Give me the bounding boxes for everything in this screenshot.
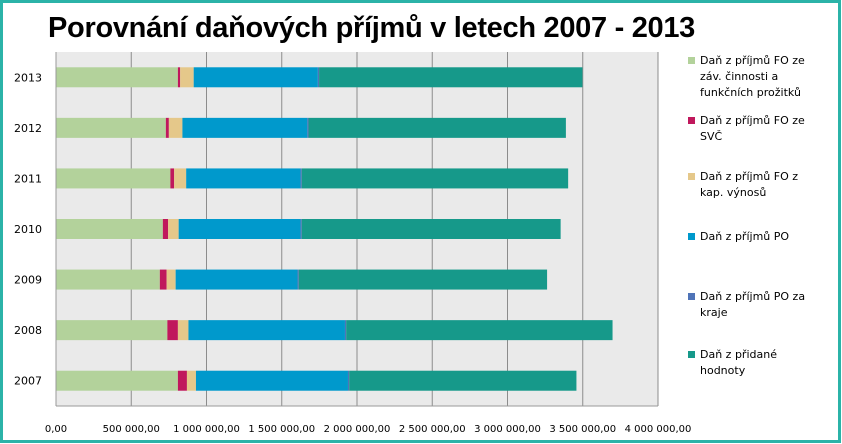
bar-2011-s3 — [186, 168, 301, 189]
bar-2009-s3 — [175, 269, 298, 290]
bar-2013-s4 — [317, 67, 320, 88]
x-tick-label: 2 500 000,00 — [399, 424, 466, 435]
bar-2010-s3 — [178, 219, 301, 239]
bar-2007-s2 — [186, 370, 196, 391]
bar-2011-s1 — [170, 168, 175, 189]
x-tick-label: 1 000 000,00 — [173, 424, 240, 435]
bar-2011-s4 — [300, 168, 302, 189]
bar-2008-s5 — [346, 320, 613, 341]
legend-swatch — [688, 117, 695, 124]
bar-2007-s1 — [177, 370, 187, 391]
bar-2009-s4 — [297, 269, 299, 290]
bar-2008-s2 — [177, 320, 189, 341]
y-tick-label: 2013 — [14, 71, 42, 84]
y-axis-labels: 2013 2012 2011 2010 2009 2008 2007 — [14, 71, 42, 387]
legend-swatch — [688, 351, 695, 358]
bar-2008-s0 — [56, 320, 168, 341]
bar-2013-s0 — [56, 67, 178, 88]
legend-label: funkčních prožitků — [700, 86, 801, 99]
y-tick-label: 2012 — [14, 122, 42, 135]
legend-label: kap. výnosů — [700, 186, 766, 199]
bar-2013-s2 — [180, 67, 194, 88]
bar-2009-s0 — [56, 269, 160, 290]
x-axis-labels: 0,00 500 000,00 1 000 000,00 1 500 000,00 2 … — [45, 424, 692, 435]
bar-2010-s0 — [56, 219, 163, 239]
y-tick-label: 2009 — [14, 274, 42, 287]
bar-2009-s2 — [166, 269, 176, 290]
bar-2013-s3 — [193, 67, 318, 88]
bar-2013-s5 — [319, 67, 583, 88]
bar-2013-s1 — [177, 67, 181, 88]
x-tick-label: 3 000 000,00 — [474, 424, 541, 435]
legend-swatch — [688, 293, 695, 300]
bar-2011-s2 — [174, 168, 187, 189]
legend: Daň z příjmů FO ze záv. činnosti a funkční… — [688, 54, 805, 377]
legend-label: Daň z příjmů PO — [700, 230, 789, 243]
bar-2008-s3 — [188, 320, 345, 341]
x-tick-label: 500 000,00 — [103, 424, 160, 435]
x-tick-label: 2 000 000,00 — [324, 424, 391, 435]
bar-2007-s3 — [195, 370, 348, 391]
bar-2012-s1 — [165, 117, 169, 138]
x-tick-label: 1 500 000,00 — [248, 424, 315, 435]
legend-label: Daň z příjmů FO ze — [700, 54, 805, 67]
bar-2012-s2 — [168, 117, 183, 138]
x-tick-label: 0,00 — [45, 424, 67, 435]
legend-swatch — [688, 233, 695, 240]
bar-2009-s5 — [298, 269, 548, 290]
y-tick-label: 2008 — [14, 324, 42, 337]
bar-2012-s3 — [182, 117, 308, 138]
bar-2007-s5 — [349, 370, 577, 391]
legend-label: Daň z příjmů FO ze — [700, 114, 805, 127]
x-tick-label: 4 000 000,00 — [625, 424, 692, 435]
bar-2011-s0 — [56, 168, 171, 189]
bar-2007-s0 — [56, 370, 178, 391]
y-tick-label: 2010 — [14, 223, 42, 236]
bar-2010-s2 — [168, 219, 179, 239]
y-tick-label: 2007 — [14, 375, 42, 388]
bar-2010-s5 — [301, 219, 561, 239]
legend-swatch — [688, 173, 695, 180]
chart-title: Porovnání daňových příjmů v letech 2007 … — [48, 12, 696, 44]
bar-2010-s1 — [162, 219, 169, 239]
bar-2007-s4 — [347, 370, 350, 391]
bar-series — [56, 67, 613, 391]
bar-2012-s4 — [307, 117, 309, 138]
bar-2012-s5 — [308, 117, 566, 138]
legend-label: Daň z příjmů FO z — [700, 170, 798, 183]
legend-label: Daň z příjmů PO za — [700, 290, 805, 303]
legend-label: záv. činnosti a — [700, 70, 778, 83]
bar-2009-s1 — [159, 269, 167, 290]
legend-label: hodnoty — [700, 364, 746, 377]
x-tick-label: 3 500 000,00 — [549, 424, 616, 435]
legend-label: kraje — [700, 306, 728, 319]
bar-2012-s0 — [56, 117, 166, 138]
bar-2011-s5 — [301, 168, 569, 189]
bar-2008-s1 — [167, 320, 178, 341]
legend-swatch — [688, 57, 695, 64]
y-tick-label: 2011 — [14, 172, 42, 185]
legend-label: Daň z přidané — [700, 348, 777, 361]
legend-label: SVČ — [700, 130, 723, 143]
bar-2008-s4 — [344, 320, 347, 341]
bar-2010-s4 — [300, 219, 302, 239]
